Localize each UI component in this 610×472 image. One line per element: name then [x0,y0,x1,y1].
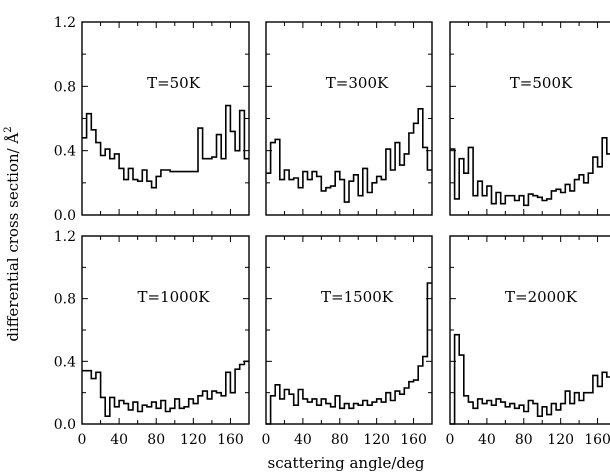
y-tick-label: 1.2 [54,15,76,31]
x-axis-label: scattering angle/deg [268,454,425,472]
y-axis-label-text: differential cross section/ Å [4,133,22,342]
x-tick-label: 120 [180,432,207,448]
x-tick-label: 80 [147,432,165,448]
y-tick-label: 0.8 [54,292,76,308]
x-tick-label: 0 [78,432,87,448]
histogram-series [266,108,432,203]
y-tick-label: 0.4 [54,144,76,160]
x-tick-label: 160 [217,432,244,448]
y-axis-label-superscript: 2 [3,126,14,132]
panel-4: T=1000K 0.0 0.4 0.8 1.2 0 40 80 120 160 [54,229,250,448]
histogram-series [82,104,249,189]
panel-title: T=300K [326,74,389,92]
panel-2: T=300K [265,21,433,216]
histogram-series [266,282,432,425]
x-tick-label: 40 [294,432,312,448]
x-tick-label: 40 [110,432,128,448]
panel-frame [449,21,610,216]
y-axis-label: differential cross section/ Å2 [3,126,22,341]
panel-title: T=50K [147,74,201,92]
x-tick-label: 0 [446,432,455,448]
panel-title: T=1500K [321,288,394,306]
x-tick-label: 40 [478,432,496,448]
y-tick-label: 0.4 [54,354,76,370]
histogram-series [82,360,249,417]
x-tick-label: 80 [331,432,349,448]
y-tick-label: 0.0 [54,417,76,433]
panel-title: T=1000K [138,288,211,306]
y-tick-label: 1.2 [54,229,76,245]
panel-title: T=500K [510,74,573,92]
panel-1: T=50K 0.0 0.4 0.8 1.2 [54,15,250,224]
panel-frame [265,235,433,425]
panel-frame [81,21,250,216]
histogram-series [450,137,610,207]
panel-5: T=1500K 0 40 80 120 160 [262,235,433,448]
x-tick-label: 160 [400,432,427,448]
panel-6: T=2000K 0 40 80 120 160 [446,235,610,448]
panel-title: T=2000K [505,288,578,306]
x-tick-label: 120 [547,432,574,448]
panel-frame [449,235,610,425]
histogram-series [450,333,610,425]
x-tick-label: 80 [515,432,533,448]
x-tick-label: 160 [584,432,610,448]
y-tick-label: 0.8 [54,79,76,95]
x-tick-label: 120 [363,432,390,448]
y-tick-label: 0.0 [54,208,76,224]
x-tick-label: 0 [262,432,271,448]
panel-3: T=500K [449,21,610,216]
